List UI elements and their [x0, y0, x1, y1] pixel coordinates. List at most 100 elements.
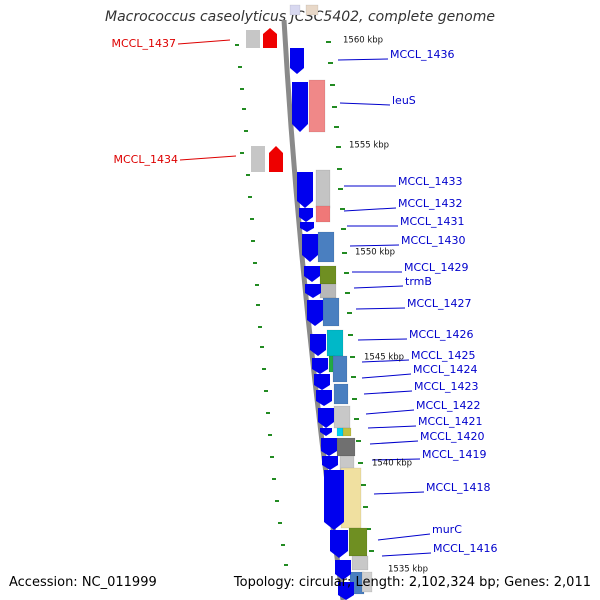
label-leader-line: [179, 155, 237, 161]
label-leader-line: [371, 458, 421, 461]
tick-mark-left: [248, 196, 252, 198]
gene-label: MCCL_1430: [401, 234, 465, 247]
feature-blocks: [246, 4, 373, 595]
tick-mark-left: [246, 174, 250, 176]
gene-label: MCCL_1431: [400, 215, 464, 228]
feature-block: [289, 4, 301, 16]
label-leader-line: [337, 58, 389, 61]
feature-block: [336, 437, 356, 457]
forward-gene-arrow: [302, 234, 318, 262]
kbp-mark-label: 1535 kbp: [388, 565, 428, 575]
gene-label: MCCL_1425: [411, 349, 475, 362]
forward-gene-arrow: [304, 266, 320, 282]
tick-mark-right: [345, 292, 350, 294]
feature-block: [251, 146, 265, 172]
feature-block: [333, 405, 351, 429]
feature-block: [336, 427, 344, 437]
tick-mark-left: [281, 544, 285, 546]
feature-block: [319, 265, 337, 285]
forward-gene-arrow: [305, 284, 321, 298]
feature-block: [305, 4, 319, 16]
tick-mark-left: [268, 434, 272, 436]
tick-mark-right: [326, 41, 331, 43]
gene-label: MCCL_1437: [112, 37, 176, 50]
tick-mark-left: [266, 412, 270, 414]
forward-gene-arrow: [330, 530, 348, 558]
tick-mark-right: [352, 398, 357, 400]
tick-mark-left: [264, 390, 268, 392]
tick-mark-left: [251, 240, 255, 242]
feature-block: [317, 231, 335, 263]
feature-block: [332, 355, 348, 383]
label-leader-line: [343, 207, 397, 212]
forward-gene-arrow: [307, 300, 323, 326]
kbp-marks: 1560 kbp 1555 kbp 1550 kbp 1545 kbp 1540 kbp…: [343, 36, 428, 575]
feature-block: [308, 79, 326, 133]
forward-gene-arrow: [310, 334, 326, 356]
forward-gene-arrow: [297, 172, 313, 208]
tick-marks: [235, 41, 374, 566]
gene-label: MCCL_1433: [398, 175, 462, 188]
tick-mark-right: [348, 334, 353, 336]
tick-mark-right: [363, 506, 368, 508]
tick-mark-left: [270, 456, 274, 458]
reverse-gene-arrow: [263, 28, 277, 48]
label-leader-line: [369, 440, 419, 445]
feature-block: [351, 555, 369, 571]
forward-gene-arrow: [320, 428, 332, 436]
tick-mark-right: [328, 62, 333, 64]
tick-mark-left: [255, 284, 259, 286]
gene-label: MCCL_1418: [426, 481, 490, 494]
genome-stats-text: Topology: circular; Length: 2,102,324 bp…: [233, 575, 591, 590]
tick-mark-left: [262, 368, 266, 370]
feature-block: [315, 205, 331, 223]
tick-mark-left: [278, 522, 282, 524]
label-leaders: [177, 39, 432, 557]
tick-mark-right: [347, 312, 352, 314]
gene-label: MCCL_1427: [407, 297, 471, 310]
gene-label: MCCL_1424: [413, 363, 477, 376]
label-leader-line: [361, 373, 412, 379]
feature-block: [361, 571, 373, 593]
forward-gene-arrow: [299, 208, 313, 222]
forward-gene-arrow: [338, 582, 354, 600]
gene-label: murC: [432, 523, 462, 536]
tick-mark-left: [244, 130, 248, 132]
tick-mark-right: [342, 252, 347, 254]
feature-block: [348, 527, 368, 557]
tick-mark-right: [354, 418, 359, 420]
gene-label: MCCL_1423: [414, 380, 478, 393]
gene-label: MCCL_1432: [398, 197, 462, 210]
forward-gene-arrow: [316, 390, 332, 406]
feature-block: [342, 427, 352, 437]
tick-mark-left: [256, 304, 260, 306]
label-leader-line: [349, 244, 400, 247]
label-leader-line: [367, 425, 417, 429]
gene-arrows: [263, 28, 354, 600]
label-leader-line: [361, 359, 410, 363]
feature-block: [333, 383, 349, 405]
label-leader-line: [357, 338, 408, 341]
tick-mark-left: [253, 262, 257, 264]
kbp-mark-label: 1550 kbp: [355, 248, 395, 258]
feature-block: [246, 30, 260, 48]
tick-mark-left: [258, 326, 262, 328]
tick-mark-right: [358, 462, 363, 464]
tick-mark-left: [240, 88, 244, 90]
gene-label: MCCL_1420: [420, 430, 484, 443]
gene-label: leuS: [392, 94, 416, 107]
forward-gene-arrow: [321, 438, 337, 456]
tick-mark-right: [330, 84, 335, 86]
feature-block: [322, 297, 340, 327]
tick-mark-left: [272, 478, 276, 480]
forward-gene-arrow: [292, 82, 308, 132]
gene-label: MCCL_1436: [390, 48, 454, 61]
accession-text: Accession: NC_011999: [9, 575, 157, 590]
tick-mark-left: [242, 108, 246, 110]
tick-mark-left: [275, 500, 279, 502]
feature-block: [319, 283, 337, 299]
tick-mark-right: [337, 168, 342, 170]
forward-gene-arrow: [290, 48, 304, 74]
label-leader-line: [377, 533, 431, 541]
gene-label: trmB: [405, 275, 432, 288]
